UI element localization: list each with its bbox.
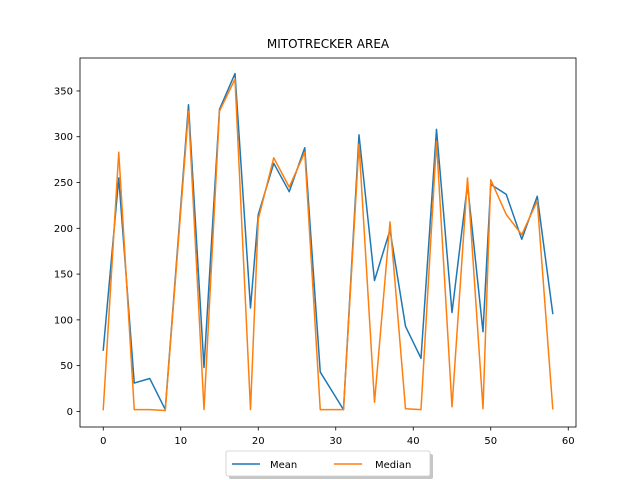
legend-label-mean: Mean: [270, 460, 297, 471]
y-tick-label: 250: [54, 178, 73, 189]
legend: Mean Median: [225, 450, 433, 479]
y-tick-label: 50: [60, 361, 73, 372]
plot-area-frame: [79, 57, 577, 428]
legend-label-median: Median: [375, 460, 411, 471]
y-tick-label: 350: [54, 86, 73, 97]
x-tick-label: 10: [174, 436, 187, 447]
legend-box: [225, 450, 431, 477]
y-tick-label: 0: [67, 407, 73, 418]
x-tick-label: 40: [407, 436, 420, 447]
y-tick-label: 300: [54, 132, 73, 143]
y-tick-label: 100: [54, 315, 73, 326]
y-tick-label: 200: [54, 224, 73, 235]
plot-lines: [102, 72, 554, 412]
series-line-median: [102, 78, 554, 412]
chart-title: MITOTRECKER AREA: [267, 37, 390, 51]
x-tick-label: 50: [484, 436, 497, 447]
y-axis: 0 50 100 150 200 250 300 350: [54, 86, 80, 418]
x-tick-label: 60: [562, 436, 575, 447]
x-tick-label: 0: [100, 436, 106, 447]
y-tick-label: 150: [54, 270, 73, 281]
x-tick-label: 20: [252, 436, 265, 447]
x-tick-label: 30: [329, 436, 342, 447]
x-axis: 0 10 20 30 40 50 60: [100, 427, 575, 447]
